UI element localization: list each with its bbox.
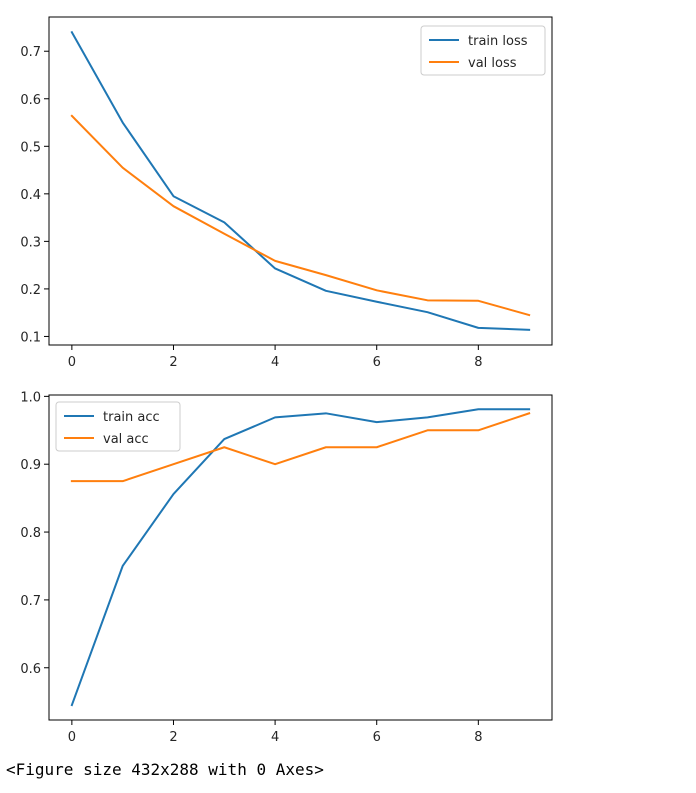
loss-legend-label-val-loss: val loss xyxy=(468,56,517,71)
acc-ytick-label: 0.6 xyxy=(20,662,41,677)
loss-ytick-label: 0.4 xyxy=(20,188,41,203)
loss-axes-frame xyxy=(48,16,553,346)
acc-legend-label-val-acc: val acc xyxy=(103,432,149,447)
loss-ytick-label: 0.5 xyxy=(20,140,41,155)
acc-ytick-label: 0.9 xyxy=(20,458,41,473)
loss-xtick-label: 6 xyxy=(373,355,381,370)
acc-xtick-label: 6 xyxy=(373,730,381,745)
loss-legend-label-train-loss: train loss xyxy=(468,34,528,49)
loss-series-line-train-loss xyxy=(70,30,531,331)
acc-legend: train acc val acc xyxy=(55,401,181,452)
figure-size-caption: <Figure size 432x288 with 0 Axes> xyxy=(6,760,324,779)
acc-xtick-label: 4 xyxy=(271,730,279,745)
loss-legend: train loss val loss xyxy=(420,25,546,76)
loss-ytick-label: 0.1 xyxy=(20,330,41,345)
acc-ytick-label: 0.7 xyxy=(20,594,41,609)
acc-ytick-label: 1.0 xyxy=(20,390,41,405)
loss-series-line-val-loss xyxy=(70,114,531,317)
acc-xtick-label: 8 xyxy=(474,730,482,745)
loss-xtick-label: 0 xyxy=(68,355,76,370)
loss-xtick-label: 8 xyxy=(474,355,482,370)
loss-axes: 0 2 4 6 8 0.1 0.2 0.3 0.4 0.5 0.6 0.7 train loss val … xyxy=(20,16,553,370)
accuracy-axes: 0 2 4 6 8 0.6 0.7 0.8 0.9 1.0 train acc val acc xyxy=(20,390,553,745)
loss-ytick-label: 0.2 xyxy=(20,283,41,298)
acc-xtick-label: 0 xyxy=(68,730,76,745)
acc-axes-frame xyxy=(48,394,553,721)
acc-ytick-label: 0.8 xyxy=(20,526,41,541)
loss-xtick-label: 2 xyxy=(169,355,177,370)
loss-xtick-label: 4 xyxy=(271,355,279,370)
acc-series-line-train-acc xyxy=(70,408,531,707)
acc-legend-label-train-acc: train acc xyxy=(103,410,160,425)
loss-ytick-label: 0.3 xyxy=(20,235,41,250)
acc-series-line-val-acc xyxy=(70,412,531,483)
loss-ytick-label: 0.6 xyxy=(20,93,41,108)
acc-xtick-label: 2 xyxy=(169,730,177,745)
loss-ytick-label: 0.7 xyxy=(20,45,41,60)
